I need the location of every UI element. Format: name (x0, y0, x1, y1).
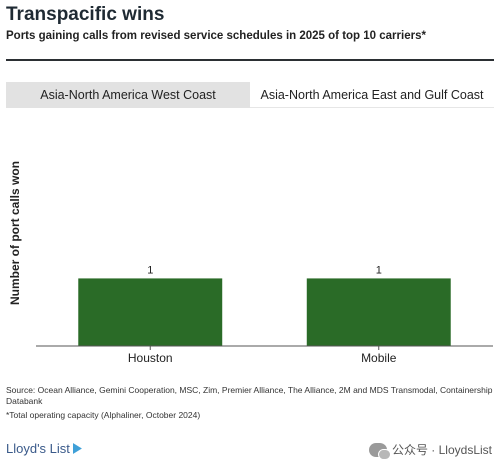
region-tabs: Asia-North America West Coast Asia-North… (6, 82, 494, 108)
watermark-text: 公众号 · LloydsList (391, 443, 492, 457)
bar-mobile (306, 278, 451, 346)
footnote: *Total operating capacity (Alphaliner, O… (6, 410, 201, 420)
data-label-houston: 1 (147, 264, 153, 276)
logo-text: Lloyd's List (6, 441, 70, 456)
tab-east-gulf-coast[interactable]: Asia-North America East and Gulf Coast (250, 82, 494, 108)
bar-houston (78, 278, 223, 346)
source-note: Source: Ocean Alliance, Gemini Cooperati… (6, 385, 493, 406)
wechat-watermark: 公众号 · LloydsList (368, 441, 492, 460)
play-icon (72, 443, 82, 454)
title-divider (6, 59, 494, 61)
tab-west-coast[interactable]: Asia-North America West Coast (6, 82, 250, 108)
wechat-icon (368, 442, 391, 460)
chart-title: Transpacific wins (6, 4, 165, 25)
lloyds-list-logo: Lloyd's List (6, 441, 82, 456)
x-tick-label-mobile: Mobile (361, 351, 397, 365)
data-label-mobile: 1 (376, 264, 382, 276)
x-tick-label-houston: Houston (128, 351, 173, 365)
chart-subtitle: Ports gaining calls from revised service… (6, 30, 426, 42)
